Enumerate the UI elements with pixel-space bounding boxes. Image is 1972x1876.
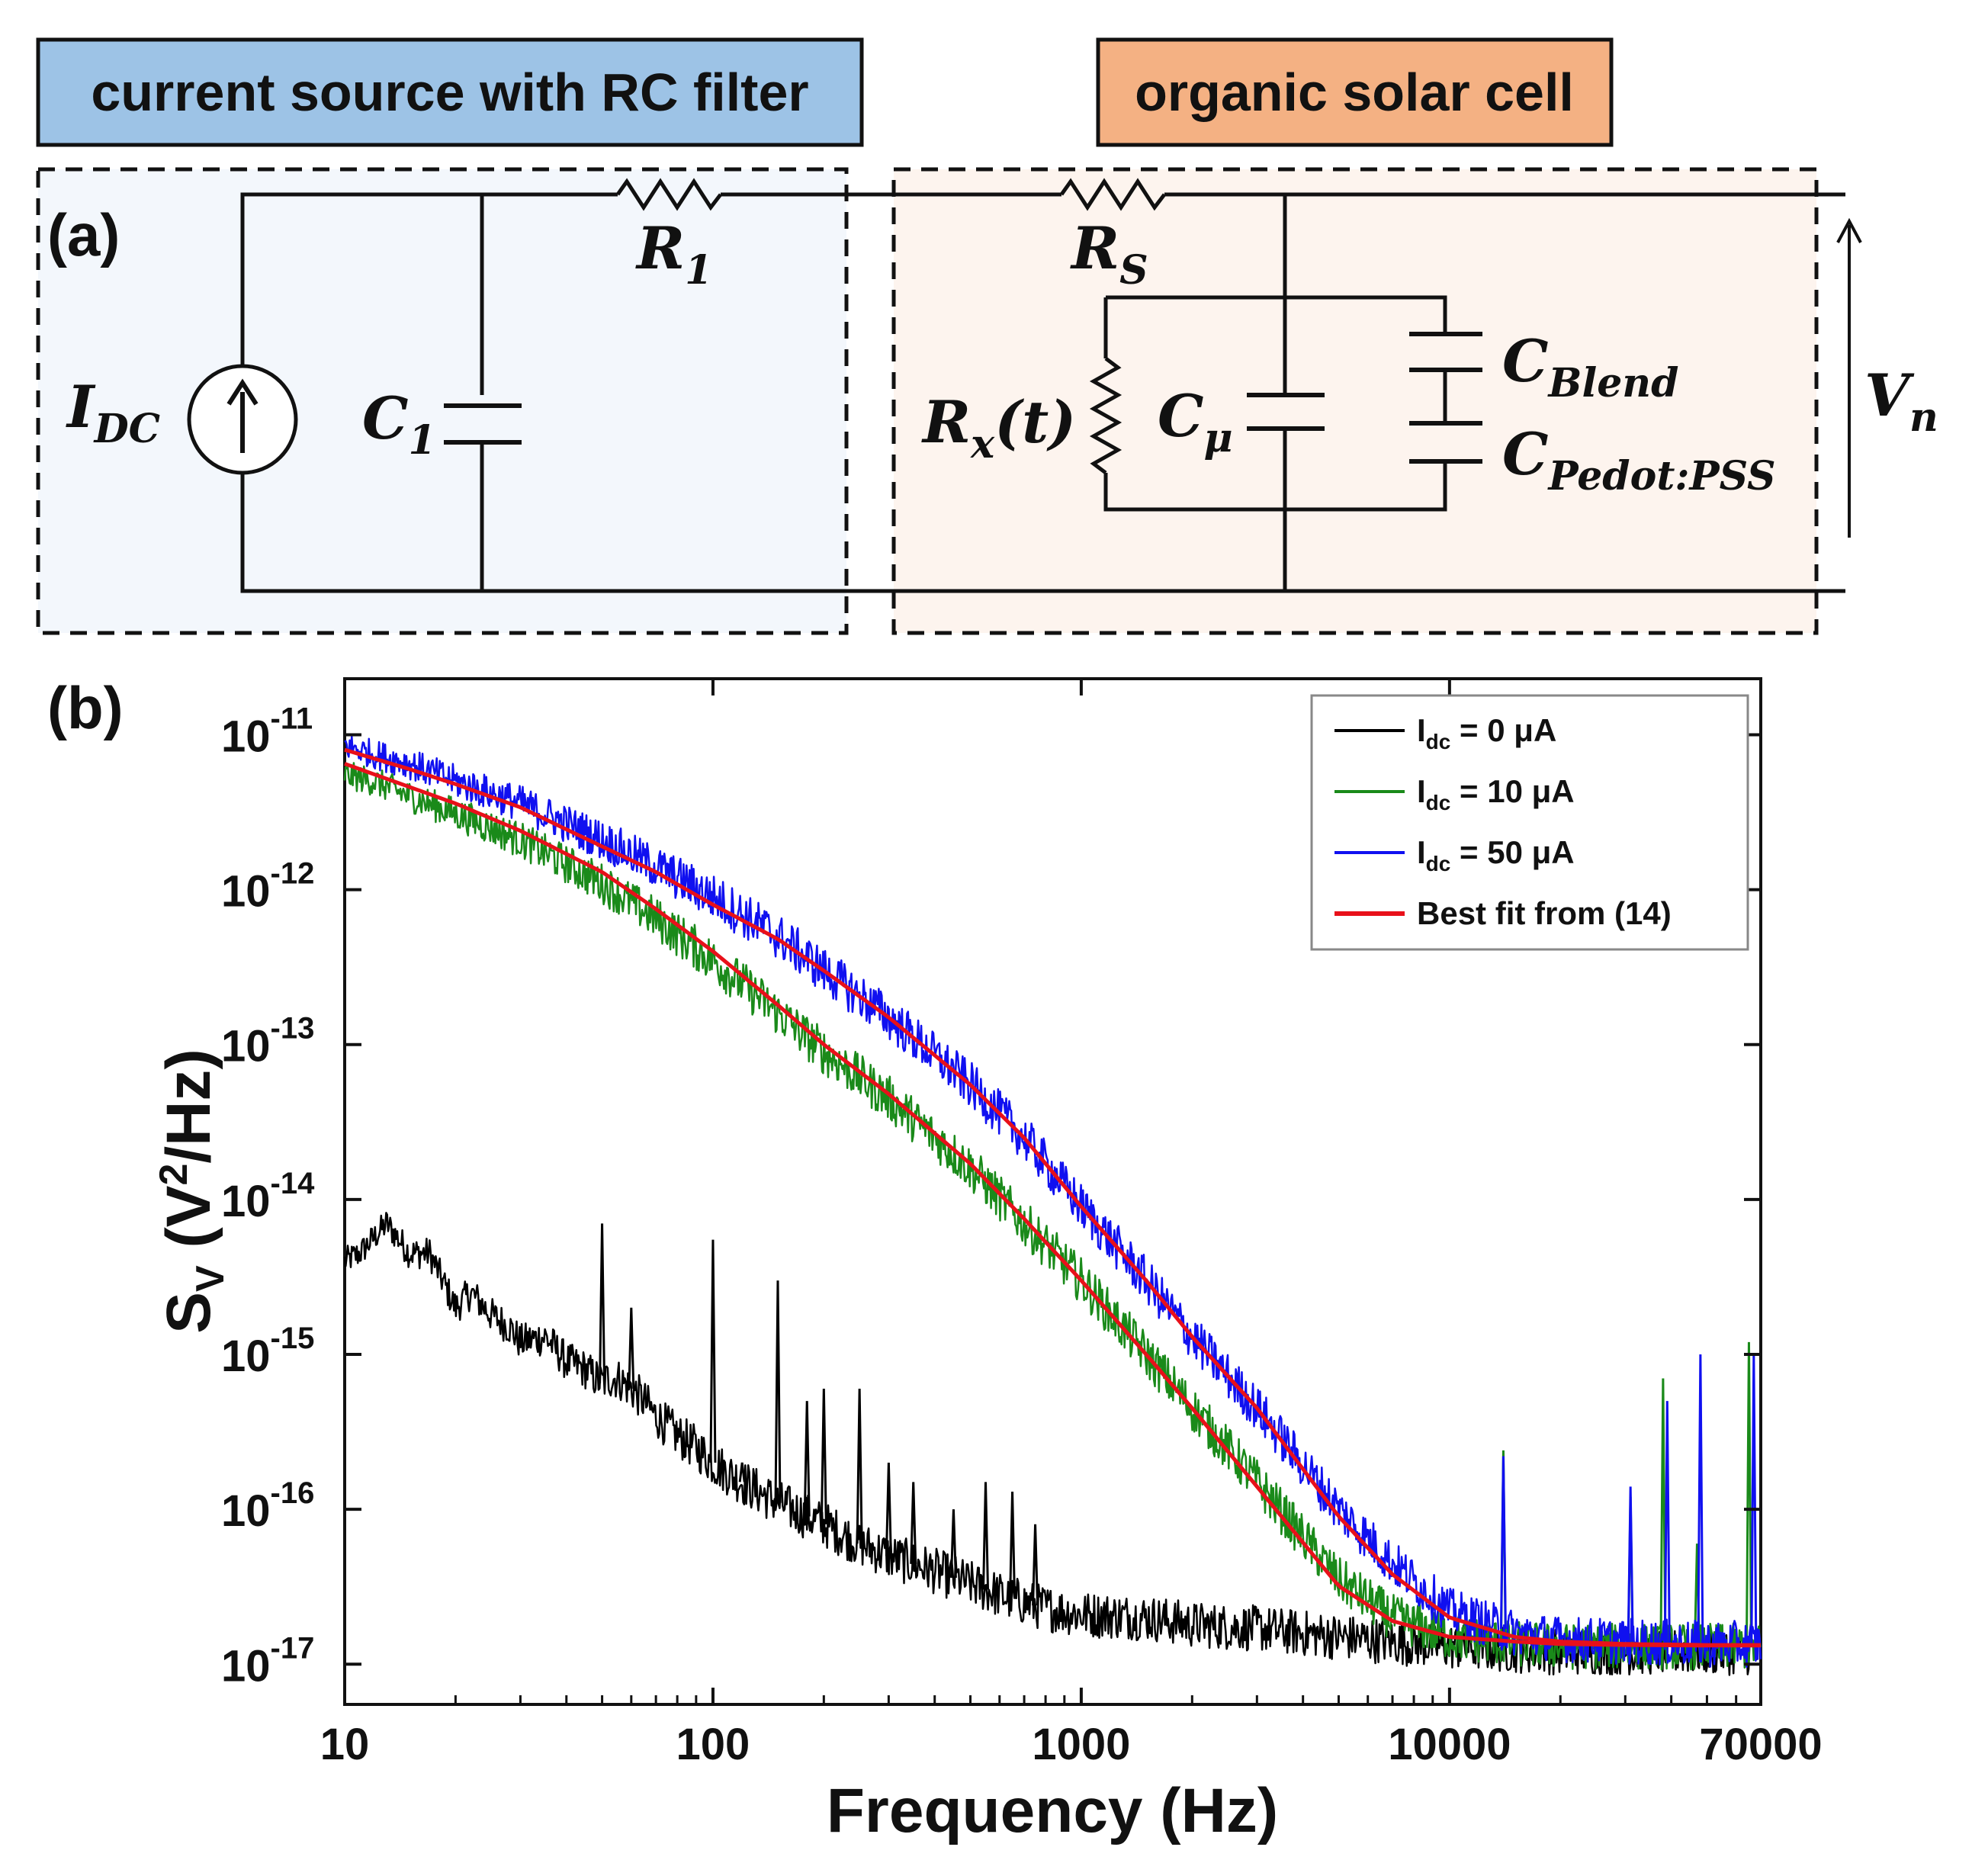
resistor-rx <box>1089 357 1122 474</box>
region-current-source <box>36 167 849 635</box>
series-2-spike-2 <box>1663 1401 1671 1643</box>
legend-entry-1: Idc = 10 μA <box>1334 773 1575 814</box>
legend-box <box>1310 694 1749 951</box>
y-tick-label-0: 10-11 <box>221 702 313 761</box>
series-0-spike-8 <box>885 1462 892 1556</box>
label-cpedot: CPedot:PSS <box>1502 420 1776 500</box>
vn-arrow <box>1836 217 1862 538</box>
series-0-spike-0 <box>599 1223 606 1384</box>
panel-a-label: (a) <box>47 201 120 268</box>
resistor-rs <box>1059 178 1166 211</box>
panel-a: current source with RC filter organic so… <box>36 37 1938 635</box>
capacitor-c1 <box>444 403 522 445</box>
legend-label-0: Idc = 0 μA <box>1417 712 1556 753</box>
series-3 <box>344 762 1761 1648</box>
label-cmu: Cμ <box>1158 382 1233 461</box>
resistor-r1 <box>615 178 722 211</box>
x-tick-label-1: 100 <box>676 1720 750 1769</box>
legend-entry-0: Idc = 0 μA <box>1334 712 1556 753</box>
tick-layer: 10 100 1000 10000 70000 10-11 10-12 10-13 10-14 1… <box>221 679 1823 1769</box>
label-r1: R1 <box>635 214 712 294</box>
capacitor-cmu <box>1247 393 1325 431</box>
series-0-spike-12 <box>1009 1491 1017 1599</box>
series-layer <box>343 735 1762 1676</box>
series-line-3 <box>344 762 1761 1648</box>
label-vn: Vn <box>1864 361 1938 441</box>
circuit-wires <box>240 192 1845 593</box>
header-right-box <box>1096 37 1614 147</box>
series-line-4 <box>344 747 1761 1647</box>
header-left-text: current source with RC filter <box>91 63 808 122</box>
label-idc: IDC <box>66 373 160 452</box>
panel-b: (b) 10 100 1000 10000 7000010-1110-1210-1310… <box>47 674 1823 1845</box>
legend-label-1: Idc = 10 μA <box>1417 773 1575 814</box>
series-0-spike-6 <box>820 1389 827 1524</box>
series-2-spike-1 <box>1627 1486 1634 1642</box>
panel-b-label: (b) <box>47 674 124 741</box>
y-tick-label-1: 10-12 <box>221 857 314 917</box>
y-tick-label-2: 10-13 <box>221 1012 314 1071</box>
current-source <box>187 364 298 475</box>
legend-label-3: Best fit from (14) <box>1417 895 1672 931</box>
series-0-spike-3 <box>738 1462 746 1482</box>
series-4 <box>344 747 1761 1647</box>
series-0-spike-7 <box>856 1389 863 1544</box>
y-tick-label-4: 10-15 <box>221 1322 314 1381</box>
region-solar-cell <box>891 167 1819 635</box>
series-0-spike-2 <box>709 1239 717 1463</box>
series-0-spike-11 <box>982 1482 990 1590</box>
label-cblend: CBlend <box>1502 327 1678 406</box>
series-1-spike-2 <box>1659 1378 1667 1647</box>
legend-entry-3: Best fit from (14) <box>1334 895 1672 931</box>
series-1 <box>343 762 1762 1671</box>
series-1-spike-4 <box>1745 1341 1752 1647</box>
series-line-1 <box>343 762 1762 1671</box>
y-axis-title: SV (V2/Hz) <box>152 1049 233 1333</box>
series-0-spike-1 <box>628 1307 635 1389</box>
series-2-spike-3 <box>1697 1354 1704 1644</box>
y-tick-label-5: 10-16 <box>221 1476 314 1536</box>
y-tick-label-3: 10-14 <box>221 1167 315 1226</box>
x-tick-label-3: 10000 <box>1388 1720 1511 1769</box>
legend-label-2: Idc = 50 μA <box>1417 834 1575 875</box>
series-0-spike-5 <box>803 1401 811 1517</box>
x-tick-label-4: 70000 <box>1699 1720 1822 1769</box>
series-0-spike-13 <box>1032 1524 1039 1606</box>
capacitor-cpedot <box>1409 421 1482 464</box>
x-tick-label-2: 1000 <box>1032 1720 1130 1769</box>
series-0-spike-9 <box>910 1482 917 1564</box>
label-rx: Rx(t) <box>921 388 1076 467</box>
label-c1: C1 <box>362 384 436 464</box>
x-tick-label-0: 10 <box>320 1720 370 1769</box>
series-0-spike-10 <box>949 1509 957 1578</box>
series-2-spike-0 <box>1499 1456 1507 1630</box>
header-left-box <box>36 37 864 147</box>
x-axis-title: Frequency (Hz) <box>827 1776 1278 1845</box>
capacitor-cblend <box>1409 332 1482 372</box>
label-rs: RS <box>1070 214 1148 294</box>
legend-entry-2: Idc = 50 μA <box>1334 834 1575 875</box>
legend: Idc = 0 μA Idc = 10 μA Idc = 50 μA Best … <box>1310 694 1749 951</box>
y-tick-label-6: 10-17 <box>221 1631 314 1691</box>
series-0-spike-4 <box>774 1280 782 1503</box>
header-right-text: organic solar cell <box>1135 63 1574 122</box>
series-line-2 <box>344 735 1762 1669</box>
